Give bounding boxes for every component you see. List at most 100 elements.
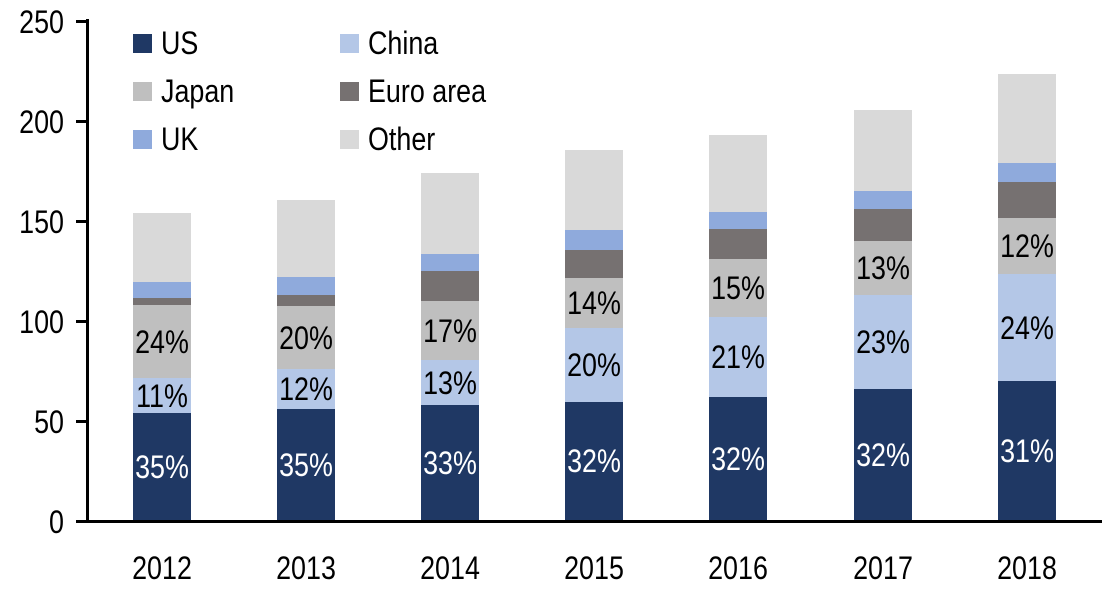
- bar-2017-segment-us: 32%: [854, 389, 912, 520]
- x-axis-tick-label: 2013: [276, 550, 336, 586]
- bar-2012-segment-other: [133, 213, 191, 282]
- y-axis-tick-label: 100: [19, 303, 64, 340]
- bar-2016: 32% 21% 15%: [709, 135, 767, 520]
- bar-2015-segment-japan: 14%: [565, 278, 623, 328]
- legend-item-other: Other: [340, 123, 448, 155]
- segment-label: 35%: [279, 446, 333, 483]
- bar-2016-segment-other: [709, 135, 767, 212]
- bar-2016-segment-china: 21%: [709, 317, 767, 397]
- segment-label: 23%: [856, 324, 910, 360]
- segment-label: 12%: [1000, 228, 1054, 264]
- x-axis-line: [76, 520, 1102, 523]
- segment-label: 33%: [423, 444, 477, 481]
- segment-label: 14%: [567, 285, 621, 321]
- legend-swatch-icon: [133, 81, 152, 101]
- segment-label: 24%: [1000, 309, 1054, 346]
- legend-item-china: China: [340, 27, 452, 59]
- bar-2015-segment-us: 32%: [565, 402, 623, 520]
- bar-2014-segment-japan: 17%: [421, 301, 479, 360]
- bar-2015-segment-euro-area: [565, 250, 623, 278]
- bar-2018-segment-uk: [998, 163, 1056, 182]
- bar-2016-segment-uk: [709, 212, 767, 229]
- bar-2013-segment-us: 35%: [277, 409, 335, 520]
- y-axis-line: [86, 18, 89, 523]
- x-axis-tick-label: 2018: [997, 550, 1057, 586]
- bar-2014-segment-us: 33%: [421, 405, 479, 520]
- bar-2014-segment-china: 13%: [421, 360, 479, 405]
- segment-label: 32%: [567, 443, 621, 479]
- bar-2017-segment-uk: [854, 191, 912, 209]
- legend-label: UK: [161, 121, 199, 157]
- legend-swatch-icon: [340, 81, 359, 101]
- legend-swatch-icon: [133, 33, 152, 53]
- segment-label: 20%: [279, 319, 333, 356]
- legend-label: US: [161, 25, 199, 61]
- bar-2013: 35% 12% 20%: [277, 200, 335, 520]
- y-axis-tick-label: 200: [19, 103, 64, 140]
- bar-2013-segment-euro-area: [277, 295, 335, 306]
- bar-2017-segment-japan: 13%: [854, 241, 912, 295]
- bar-2012-segment-uk: [133, 282, 191, 298]
- bar-2014-segment-other: [421, 173, 479, 254]
- segment-label: 31%: [1000, 432, 1054, 469]
- segment-label: 15%: [711, 270, 765, 306]
- bar-2018-segment-china: 24%: [998, 274, 1056, 381]
- x-axis-tick-label: 2014: [420, 550, 480, 586]
- legend-swatch-icon: [340, 33, 359, 53]
- bar-2017-segment-euro-area: [854, 209, 912, 241]
- legend-label: Japan: [161, 73, 235, 109]
- segment-label: 35%: [135, 448, 189, 485]
- bar-2016-segment-euro-area: [709, 229, 767, 259]
- bar-2016-segment-us: 32%: [709, 397, 767, 520]
- y-axis-tick-label: 50: [34, 403, 64, 440]
- bar-2018-segment-us: 31%: [998, 381, 1056, 520]
- bar-2017-segment-other: [854, 110, 912, 191]
- segment-label: 32%: [711, 440, 765, 477]
- legend-item-euro-area: Euro area: [340, 75, 509, 107]
- bar-2012-segment-china: 11%: [133, 378, 191, 413]
- bar-2014-segment-euro-area: [421, 271, 479, 301]
- y-axis-tick-label: 150: [19, 203, 64, 240]
- y-axis-tick-label: 250: [19, 3, 64, 40]
- segment-label: 11%: [136, 377, 188, 414]
- bar-2015-segment-china: 20%: [565, 328, 623, 402]
- x-axis-tick-label: 2017: [853, 550, 913, 586]
- bar-2017: 32% 23% 13%: [854, 110, 912, 520]
- bar-2015-segment-other: [565, 150, 623, 230]
- bar-2012-segment-us: 35%: [133, 413, 191, 520]
- bar-2014-segment-uk: [421, 254, 479, 271]
- bar-2015: 32% 20% 14%: [565, 150, 623, 520]
- legend-label: China: [368, 25, 439, 61]
- bar-2018-segment-japan: 12%: [998, 218, 1056, 274]
- legend-label: Other: [368, 121, 436, 157]
- bar-2012-segment-euro-area: [133, 298, 191, 305]
- legend-item-us: US: [133, 27, 205, 59]
- segment-label: 17%: [423, 312, 477, 349]
- segment-label: 12%: [279, 371, 333, 407]
- y-tick: [76, 120, 87, 123]
- legend-label: Euro area: [368, 73, 487, 109]
- segment-label: 24%: [135, 323, 189, 360]
- legend-swatch-icon: [340, 129, 359, 149]
- bar-2013-segment-uk: [277, 277, 335, 295]
- x-axis-tick-label: 2012: [132, 550, 192, 586]
- bar-2013-segment-other: [277, 200, 335, 277]
- legend-item-uk: UK: [133, 123, 205, 155]
- bar-2017-segment-china: 23%: [854, 295, 912, 389]
- bar-2015-segment-uk: [565, 230, 623, 250]
- segment-label: 20%: [567, 347, 621, 383]
- segment-label: 21%: [711, 339, 765, 375]
- bar-2012: 35% 11% 24%: [133, 213, 191, 520]
- bar-2013-segment-japan: 20%: [277, 306, 335, 369]
- bar-2016-segment-japan: 15%: [709, 259, 767, 317]
- bar-2014: 33% 13% 17%: [421, 173, 479, 520]
- bar-2012-segment-japan: 24%: [133, 305, 191, 378]
- bar-2018-segment-euro-area: [998, 182, 1056, 218]
- segment-label: 32%: [856, 436, 910, 473]
- bar-2018: 31% 24% 12%: [998, 74, 1056, 520]
- y-tick: [76, 420, 87, 423]
- y-axis-tick-label: 0: [49, 503, 64, 540]
- bar-2013-segment-china: 12%: [277, 369, 335, 409]
- bar-2018-segment-other: [998, 74, 1056, 163]
